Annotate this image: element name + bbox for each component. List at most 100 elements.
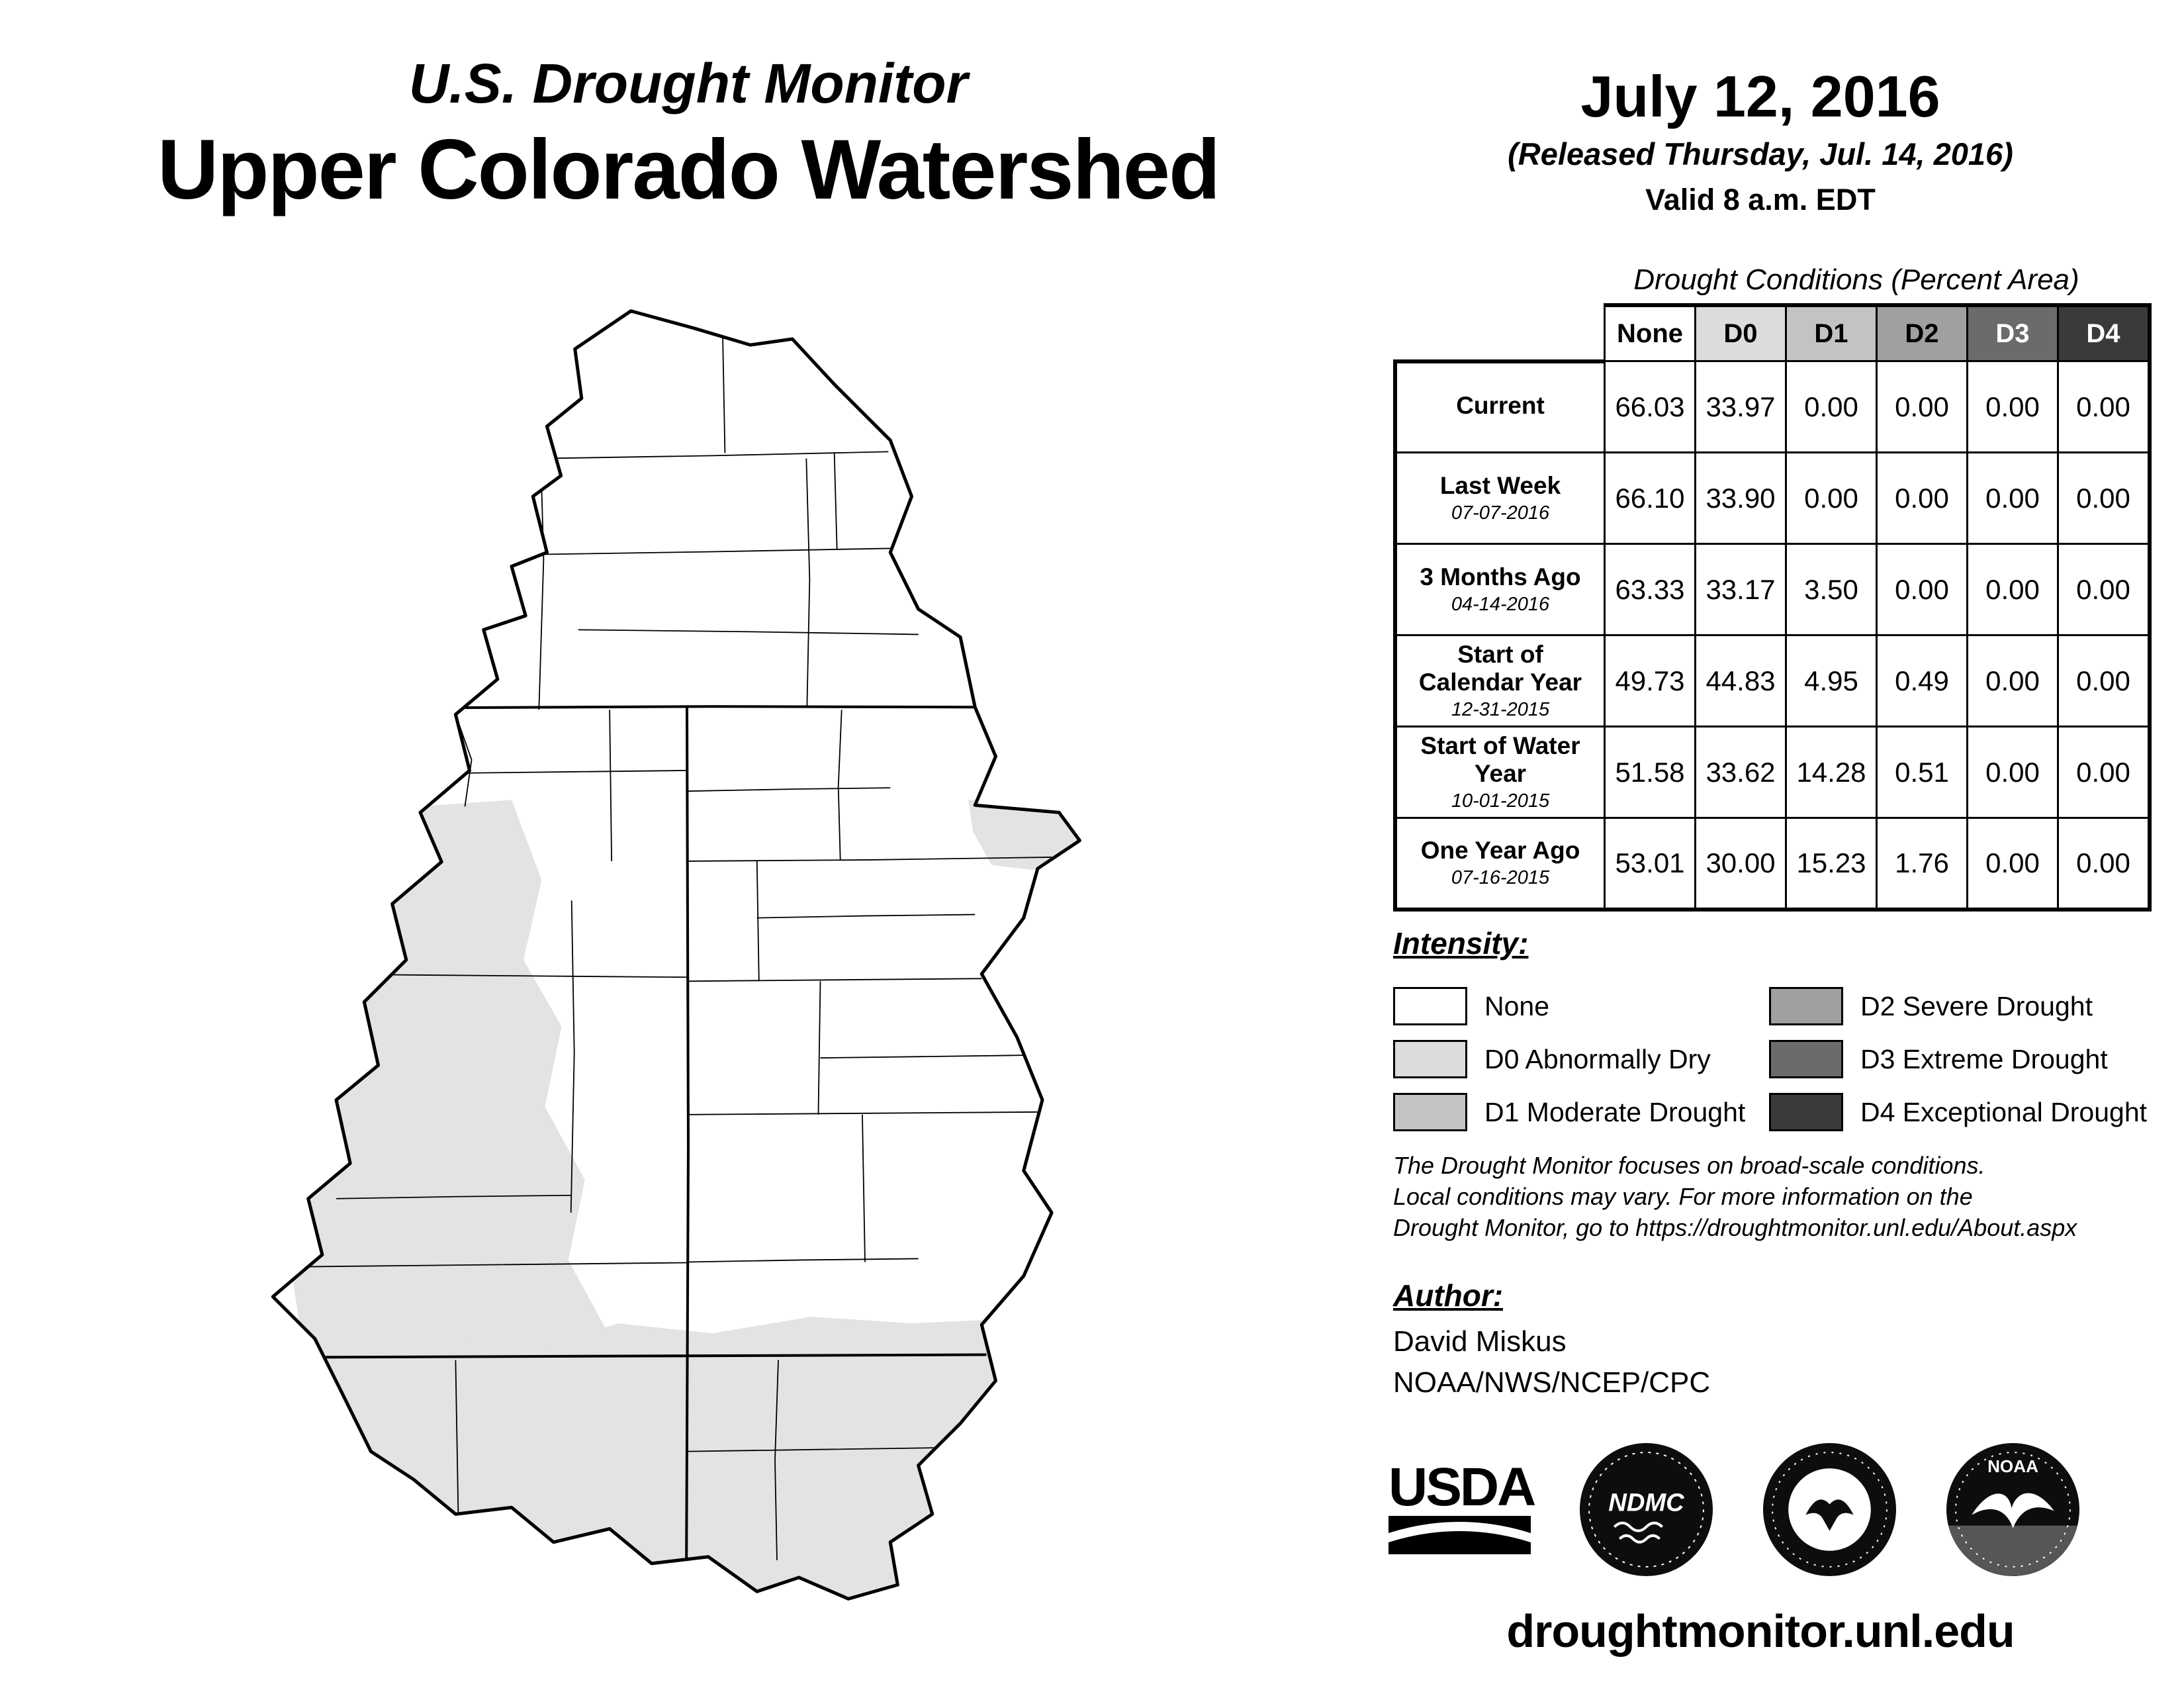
legend-item-d2: D2 Severe Drought: [1769, 980, 2148, 1033]
watershed-map-svg: [271, 309, 1081, 1601]
program-title: U.S. Drought Monitor: [408, 52, 968, 115]
disclaimer-text: The Drought Monitor focuses on broad-sca…: [1393, 1152, 2077, 1241]
table-cell: 44.83: [1694, 634, 1787, 727]
d4-swatch: [1769, 1093, 1843, 1131]
table-cell: 0.00: [2057, 726, 2152, 819]
col-header-d1: D1: [1785, 303, 1878, 362]
date-block: July 12, 2016 (Released Thursday, Jul. 1…: [1383, 63, 2138, 217]
table-cell: 33.90: [1694, 451, 1787, 545]
col-header-d4: D4: [2057, 303, 2152, 362]
title-block: U.S. Drought Monitor Upper Colorado Wate…: [60, 52, 1317, 218]
table-cell: 0.00: [1966, 451, 2059, 545]
map-date: July 12, 2016: [1580, 64, 1940, 129]
legend-item-d0: D0 Abnormally Dry: [1393, 1033, 1769, 1086]
table-cell: 33.97: [1694, 360, 1787, 453]
drought-monitor-url: droughtmonitor.unl.edu: [1506, 1605, 2015, 1657]
d1-swatch: [1393, 1093, 1467, 1131]
row-label: 3 Months Ago 04-14-2016: [1393, 543, 1606, 636]
table-cell: 66.10: [1604, 451, 1696, 545]
table-cell: 33.17: [1694, 543, 1787, 636]
table-cell: 0.00: [1966, 360, 2059, 453]
table-cell: 0.00: [1785, 360, 1878, 453]
table-row-start-water-year: Start of Water Year 10-01-2015 51.58 33.…: [1393, 726, 2152, 819]
table-cell: 0.00: [2057, 634, 2152, 727]
table-cell: 15.23: [1785, 817, 1878, 912]
usda-swoosh-icon: [1388, 1515, 1531, 1554]
usda-logo-text: USDA: [1388, 1457, 1536, 1518]
col-header-none: None: [1604, 303, 1696, 362]
author-heading: Author:: [1393, 1278, 1504, 1313]
table-cell: 0.00: [1966, 726, 2059, 819]
table-cell: 0.00: [1785, 451, 1878, 545]
table-cell: 0.00: [1966, 543, 2059, 636]
svg-text:NOAA: NOAA: [1987, 1456, 2038, 1476]
usda-logo: USDA: [1388, 1457, 1536, 1558]
d3-swatch: [1769, 1040, 1843, 1078]
table-cell: 0.00: [2057, 451, 2152, 545]
intensity-legend: Intensity: None D0 Abnormally Dry D1 Mod…: [1393, 925, 2148, 1139]
table-row-last-week: Last Week 07-07-2016 66.10 33.90 0.00 0.…: [1393, 451, 2152, 545]
row-label: Last Week 07-07-2016: [1393, 451, 1606, 545]
watershed-map: [245, 291, 1132, 1615]
table-cell: 0.00: [1876, 360, 1968, 453]
released-date: (Released Thursday, Jul. 14, 2016): [1508, 136, 2013, 171]
table-cell: 49.73: [1604, 634, 1696, 727]
col-header-d0: D0: [1694, 303, 1787, 362]
table-row-current: Current 66.03 33.97 0.00 0.00 0.00 0.00: [1393, 359, 2152, 453]
table-cell: 0.00: [1876, 543, 1968, 636]
table-cell: 3.50: [1785, 543, 1878, 636]
table-cell: 4.95: [1785, 634, 1878, 727]
col-header-d2: D2: [1876, 303, 1968, 362]
col-header-d3: D3: [1966, 303, 2059, 362]
table-row-one-year-ago: One Year Ago 07-16-2015 53.01 30.00 15.2…: [1393, 817, 2152, 912]
county-borders: [308, 314, 1052, 1560]
page-title: Upper Colorado Watershed: [157, 122, 1220, 217]
table-cell: 0.00: [2057, 360, 2152, 453]
table-row-start-calendar-year: Start of Calendar Year 12-31-2015 49.73 …: [1393, 634, 2152, 727]
svg-text:NDMC: NDMC: [1608, 1489, 1685, 1517]
valid-time: Valid 8 a.m. EDT: [1645, 183, 1876, 216]
row-label: Start of Water Year 10-01-2015: [1393, 726, 1606, 819]
table-cell: 0.49: [1876, 634, 1968, 727]
row-label: One Year Ago 07-16-2015: [1393, 817, 1606, 912]
table-cell: 0.00: [2057, 543, 2152, 636]
table-cell: 30.00: [1694, 817, 1787, 912]
row-label: Current: [1393, 359, 1606, 453]
legend-item-none: None: [1393, 980, 1769, 1033]
author-block: Author: David Miskus NOAA/NWS/NCEP/CPC: [1393, 1278, 2121, 1399]
table-header-row: None D0 D1 D2 D3 D4: [1395, 303, 2152, 362]
table-cell: 0.00: [1966, 817, 2059, 912]
legend-item-d4: D4 Exceptional Drought: [1769, 1086, 2148, 1139]
noaa-logo: NOAA: [1946, 1443, 2079, 1576]
commerce-seal-logo: [1763, 1443, 1896, 1576]
table-cell: 53.01: [1604, 817, 1696, 912]
author-affiliation: NOAA/NWS/NCEP/CPC: [1393, 1366, 1711, 1399]
state-borders: [277, 705, 987, 1590]
table-cell: 14.28: [1785, 726, 1878, 819]
watershed-boundary: [271, 309, 1081, 1601]
none-swatch: [1393, 987, 1467, 1025]
ndmc-logo: NDMC: [1580, 1443, 1713, 1576]
table-cell: 0.00: [1876, 451, 1968, 545]
table-cell: 51.58: [1604, 726, 1696, 819]
table-cell: 1.76: [1876, 817, 1968, 912]
table-cell: 33.62: [1694, 726, 1787, 819]
noaa-gull-icon: [1972, 1493, 2054, 1528]
d2-swatch: [1769, 987, 1843, 1025]
table-cell: 0.51: [1876, 726, 1968, 819]
agency-logos: USDA NDMC NOAA: [1388, 1442, 2150, 1577]
table-cell: 0.00: [1966, 634, 2059, 727]
legend-grid: None D0 Abnormally Dry D1 Moderate Droug…: [1393, 980, 2148, 1139]
legend-title: Intensity:: [1393, 926, 1529, 961]
legend-item-d3: D3 Extreme Drought: [1769, 1033, 2148, 1086]
table-row-3-months-ago: 3 Months Ago 04-14-2016 63.33 33.17 3.50…: [1393, 543, 2152, 636]
row-label: Start of Calendar Year 12-31-2015: [1393, 634, 1606, 727]
legend-item-d1: D1 Moderate Drought: [1393, 1086, 1769, 1139]
drought-conditions-table: None D0 D1 D2 D3 D4 Current 66.03 33.97 …: [1393, 303, 2152, 912]
table-cell: 66.03: [1604, 360, 1696, 453]
table-title: Drought Conditions (Percent Area): [1633, 263, 2079, 296]
table-corner: [1395, 305, 1605, 361]
d0-swatch: [1393, 1040, 1467, 1078]
eagle-icon: [1805, 1499, 1854, 1531]
